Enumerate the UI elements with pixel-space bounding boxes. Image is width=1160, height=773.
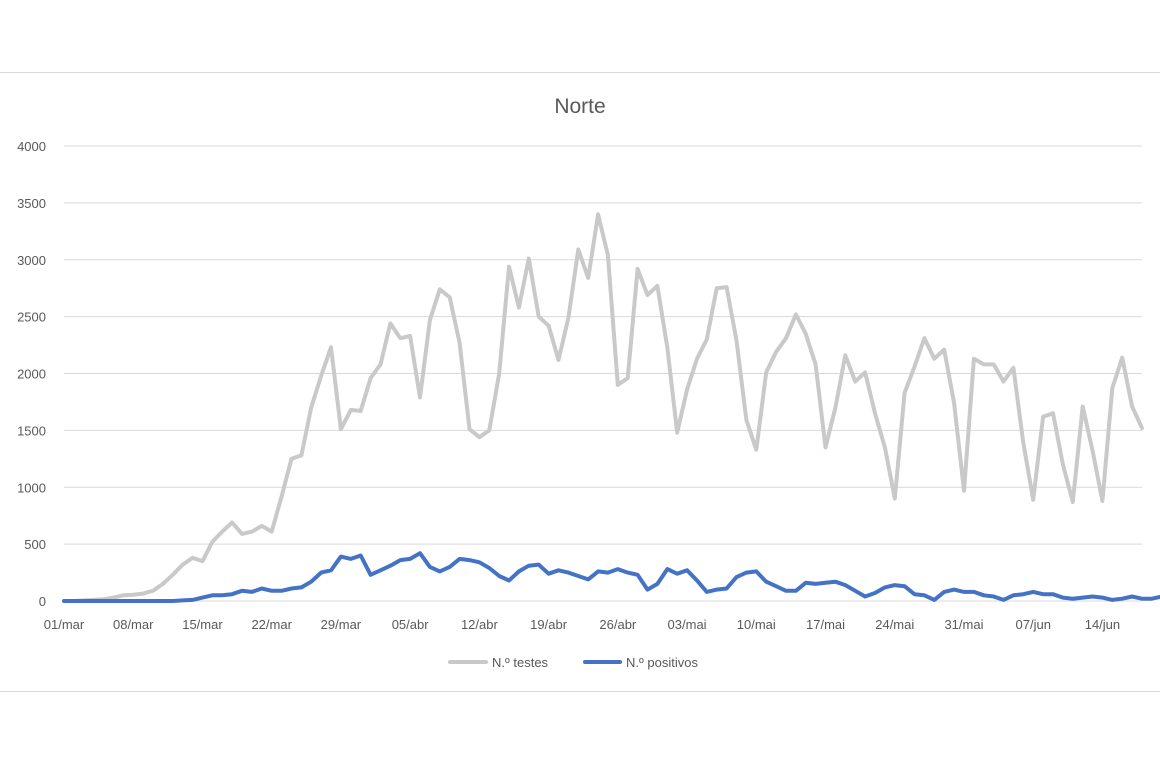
x-tick-label: 29/mar <box>321 617 362 632</box>
gridlines <box>64 145 1142 602</box>
y-tick-label: 3000 <box>17 253 46 268</box>
y-tick-label: 0 <box>39 594 46 609</box>
y-axis-ticks: 0 500 1000 1500 2000 2500 3000 3500 4000 <box>17 139 46 609</box>
y-tick-label: 2000 <box>17 367 46 382</box>
y-tick-label: 3500 <box>17 196 46 211</box>
x-tick-label: 05/abr <box>392 617 430 632</box>
legend-label-positivos: N.º positivos <box>626 655 698 670</box>
series-line-positivos <box>62 551 1160 603</box>
y-tick-label: 1000 <box>17 480 46 495</box>
chart-title: Norte <box>554 95 605 118</box>
series-lines <box>62 212 1160 603</box>
legend: N.º testes N.º positivos <box>448 655 698 670</box>
x-tick-label: 08/mar <box>113 617 154 632</box>
x-tick-label: 26/abr <box>599 617 637 632</box>
x-axis-ticks: 01/mar 08/mar 15/mar 22/mar 29/mar 05/abr 12/a… <box>44 617 1120 632</box>
y-tick-label: 1500 <box>17 423 46 438</box>
legend-label-testes: N.º testes <box>492 655 549 670</box>
chart-area: Norte 0 500 1000 1500 2000 2500 3000 3500 4000 0… <box>0 72 1160 692</box>
x-tick-label: 10/mai <box>737 617 776 632</box>
x-tick-label: 14/jun <box>1085 617 1120 632</box>
x-tick-label: 17/mai <box>806 617 845 632</box>
line-chart: Norte 0 500 1000 1500 2000 2500 3000 3500 4000 0… <box>17 95 1160 670</box>
x-tick-label: 12/abr <box>461 617 499 632</box>
y-tick-label: 4000 <box>17 139 46 154</box>
x-tick-label: 19/abr <box>530 617 568 632</box>
x-tick-label: 31/mai <box>944 617 983 632</box>
x-tick-label: 07/jun <box>1016 617 1051 632</box>
x-tick-label: 03/mai <box>668 617 707 632</box>
y-tick-label: 2500 <box>17 310 46 325</box>
x-tick-label: 01/mar <box>44 617 85 632</box>
x-tick-label: 22/mar <box>251 617 292 632</box>
y-tick-label: 500 <box>24 537 46 552</box>
series-line-testes <box>62 212 1144 603</box>
x-tick-label: 15/mar <box>182 617 223 632</box>
x-tick-label: 24/mai <box>875 617 914 632</box>
